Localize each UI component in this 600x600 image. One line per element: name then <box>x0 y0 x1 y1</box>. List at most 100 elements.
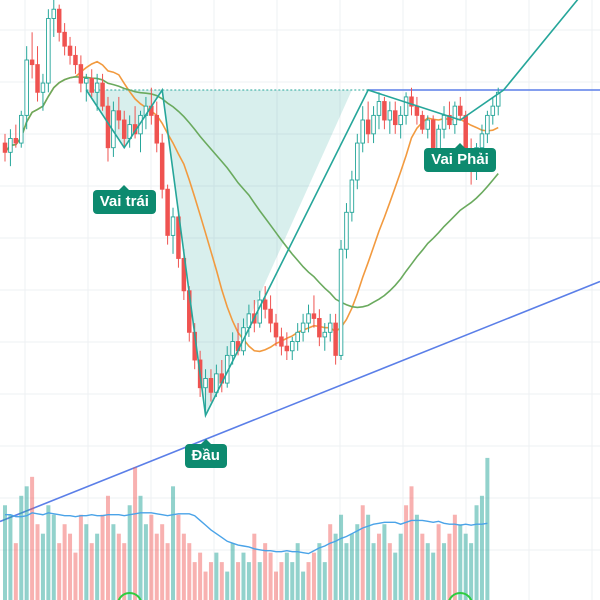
volume-bar <box>181 533 186 600</box>
candle-body <box>295 331 300 342</box>
ma-short-line <box>4 60 499 353</box>
candle-body <box>403 96 409 116</box>
volume-bar <box>160 524 165 600</box>
volume-bar <box>485 457 490 600</box>
candle-body <box>51 8 57 19</box>
volume-bar <box>404 505 409 600</box>
candle <box>485 110 490 144</box>
candle-body <box>333 322 338 356</box>
candle-body <box>84 78 89 84</box>
candle <box>355 133 360 190</box>
signal-circle <box>117 592 142 600</box>
volume-bar <box>301 571 306 600</box>
candle-body <box>67 45 73 56</box>
candle <box>349 170 355 222</box>
candle <box>458 96 463 120</box>
candle <box>67 36 73 65</box>
candle-body <box>360 119 365 144</box>
volume-bar <box>387 543 392 600</box>
candle-body <box>398 114 403 126</box>
volume-bar <box>138 495 143 600</box>
pattern-fill <box>86 90 352 416</box>
volume-bar <box>344 543 349 600</box>
candle <box>403 92 409 125</box>
volume-bar <box>366 514 371 600</box>
candle-body <box>154 114 160 144</box>
volume-bar <box>376 533 381 600</box>
volume-bar <box>122 543 127 600</box>
volume-bars[interactable] <box>3 457 490 600</box>
candle <box>40 73 46 111</box>
candle-body <box>349 179 355 213</box>
candle <box>138 110 143 153</box>
volume-bar <box>290 562 295 600</box>
volume-bar <box>479 495 484 600</box>
candle <box>490 96 496 125</box>
candle <box>116 96 122 130</box>
volume-bar <box>19 495 24 600</box>
volume-bar <box>236 562 241 600</box>
candle-body <box>284 345 290 352</box>
candle <box>387 101 393 134</box>
volume-bar <box>469 543 474 600</box>
signal-markers <box>117 592 473 600</box>
candle-body <box>121 119 127 139</box>
volume-bar <box>40 533 45 600</box>
candle-body <box>452 105 458 126</box>
volume-bar <box>154 533 159 600</box>
candle <box>51 0 57 37</box>
volume-bar <box>208 562 213 600</box>
volume-bar <box>133 467 138 600</box>
candle <box>425 115 431 139</box>
candle <box>284 332 290 360</box>
candle-body <box>56 8 62 33</box>
volume-bar <box>116 533 121 600</box>
candle <box>170 207 176 254</box>
candle-body <box>29 59 35 66</box>
volume-bar <box>13 543 18 600</box>
candle-body <box>322 331 328 338</box>
volume-bar <box>225 571 230 600</box>
volume-bar <box>442 543 447 600</box>
candle <box>311 295 317 328</box>
candle-body <box>306 313 311 324</box>
volume-bar <box>95 533 100 600</box>
candle-body <box>8 138 13 153</box>
candle <box>327 313 333 342</box>
candle-body <box>365 119 371 135</box>
candle <box>62 23 67 56</box>
support-trendline <box>0 280 600 523</box>
trend-lines <box>0 89 600 523</box>
volume-bar <box>409 486 414 600</box>
candle <box>203 369 208 416</box>
candle <box>262 286 268 319</box>
volume-bar <box>24 486 29 600</box>
candle <box>35 46 40 102</box>
candle <box>300 313 306 342</box>
candle-body <box>40 82 46 93</box>
candle <box>8 129 13 167</box>
volume-bar <box>89 543 94 600</box>
ma-long-line <box>4 76 499 309</box>
candle <box>2 133 8 162</box>
volume-bar <box>143 524 148 600</box>
volume-bar <box>46 505 51 600</box>
candle <box>100 73 105 111</box>
candle <box>84 73 89 102</box>
volume-bar <box>149 514 154 600</box>
candle <box>29 32 35 79</box>
candle <box>94 73 100 111</box>
volume-bar <box>100 514 105 600</box>
candle <box>398 106 403 139</box>
candle <box>78 55 84 93</box>
volume-bar <box>431 552 436 600</box>
candle <box>154 101 160 153</box>
candle <box>322 323 328 351</box>
candle <box>208 369 214 402</box>
candle <box>371 106 376 144</box>
candle-body <box>73 54 78 66</box>
candle-body <box>35 64 40 93</box>
candle <box>392 101 398 134</box>
candle <box>24 46 29 130</box>
